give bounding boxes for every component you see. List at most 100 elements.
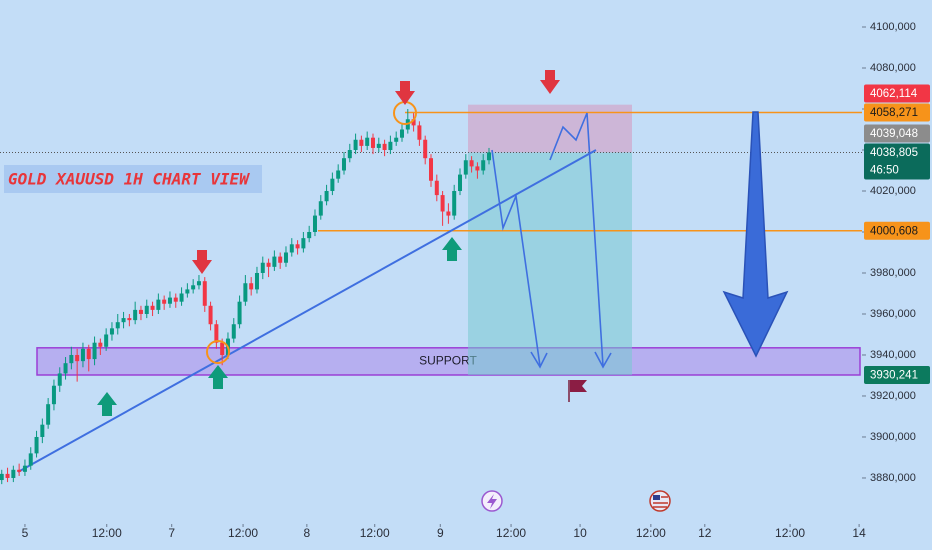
x-tick-label: 12:00	[636, 526, 666, 540]
candle-body	[243, 283, 248, 302]
candle-body	[144, 305, 149, 314]
candle-body	[295, 244, 300, 249]
candle-body	[167, 297, 172, 304]
down-arrow	[540, 70, 560, 94]
candle-body	[440, 195, 445, 212]
projection-paths	[491, 112, 612, 369]
candle-body	[173, 297, 178, 302]
candle-body	[318, 201, 323, 216]
projection-arrowhead	[530, 351, 548, 369]
candle-body	[330, 178, 335, 191]
candle-body	[475, 166, 480, 171]
support-zone	[36, 347, 861, 376]
candle-body	[382, 143, 387, 150]
candle-body	[249, 283, 254, 290]
candle-body	[46, 404, 51, 425]
candle-body	[376, 143, 381, 148]
x-tick-label: 12	[698, 526, 712, 540]
x-tick-label: 14	[852, 526, 866, 540]
x-tick-label: 12:00	[496, 526, 526, 540]
price-tag-label: 3930,241	[870, 370, 918, 382]
x-tick-label: 12:00	[775, 526, 805, 540]
zones: SUPPORT	[36, 104, 861, 376]
candle-body	[196, 281, 201, 286]
chart-title: GOLD XAUUSD 1H CHART VIEW	[8, 170, 250, 189]
candle-body	[11, 469, 16, 478]
candle-body	[347, 149, 352, 159]
price-tag	[864, 84, 930, 103]
candle-body	[109, 328, 114, 335]
y-tick-label: 3920,000	[870, 390, 916, 402]
y-tick-label: 3900,000	[870, 431, 916, 443]
candle-body	[220, 342, 225, 355]
candle-body	[75, 354, 80, 362]
candle-body	[121, 318, 126, 323]
us-flag-icon	[649, 490, 671, 512]
candle-body	[394, 137, 399, 142]
candle-body	[104, 334, 109, 347]
flag-marker	[568, 380, 587, 402]
x-tick-label: 12:00	[228, 526, 258, 540]
up-arrow	[208, 365, 228, 389]
levels	[0, 111, 862, 232]
candle-body	[452, 190, 457, 216]
big-down-arrow	[722, 111, 789, 358]
candle-body	[22, 465, 27, 472]
x-tick-label: 9	[437, 526, 444, 540]
candle-body	[202, 281, 207, 306]
candle-body	[92, 342, 97, 360]
candle-body	[28, 453, 33, 466]
x-tick-label: 8	[304, 526, 311, 540]
price-tag-label: 4039,048	[870, 128, 918, 140]
up-arrow	[442, 237, 462, 261]
candle-body	[17, 469, 22, 472]
y-tick-label: 3880,000	[870, 472, 916, 484]
down-markers	[192, 70, 560, 274]
candle-body	[162, 299, 167, 304]
x-tick-label: 5	[22, 526, 29, 540]
candle-body	[370, 137, 375, 148]
price-tag	[864, 143, 930, 180]
candle-body	[191, 285, 196, 290]
candle-body	[434, 180, 439, 196]
y-tick-label: 3980,000	[870, 267, 916, 279]
candles	[0, 108, 492, 485]
candle-body	[359, 139, 364, 146]
candle-body	[260, 262, 265, 273]
projection-path	[549, 112, 604, 367]
candle-body	[423, 139, 428, 159]
candle-body	[278, 256, 283, 263]
candle-body	[185, 289, 190, 294]
candle-body	[40, 424, 45, 437]
candle-body	[115, 322, 120, 329]
candle-body	[254, 272, 259, 290]
event-icons	[481, 490, 671, 512]
price-tag-label: 4000,608	[870, 225, 918, 237]
candle-body	[127, 318, 132, 321]
candle-body	[417, 125, 422, 140]
candle-body	[266, 262, 271, 267]
down-arrow	[395, 81, 415, 105]
candle-body	[481, 160, 486, 171]
candle-body	[133, 309, 138, 321]
y-tick-label: 3940,000	[870, 349, 916, 361]
flag	[570, 380, 587, 392]
candle-body	[446, 211, 451, 216]
candle-body	[179, 293, 184, 302]
zone-label: SUPPORT	[419, 354, 477, 368]
candle-body	[214, 324, 219, 343]
price-tag	[864, 365, 930, 384]
candle-body	[34, 436, 39, 454]
projection-arrowhead	[594, 351, 612, 369]
candle-body	[307, 231, 312, 239]
us-flag-canton	[653, 495, 660, 500]
countdown-label: 46:50	[870, 164, 899, 176]
candle-body	[324, 190, 329, 202]
candle-body	[5, 473, 10, 478]
candle-body	[289, 244, 294, 253]
lightning	[487, 494, 497, 509]
up-arrow	[97, 392, 117, 416]
candle-body	[237, 301, 242, 325]
